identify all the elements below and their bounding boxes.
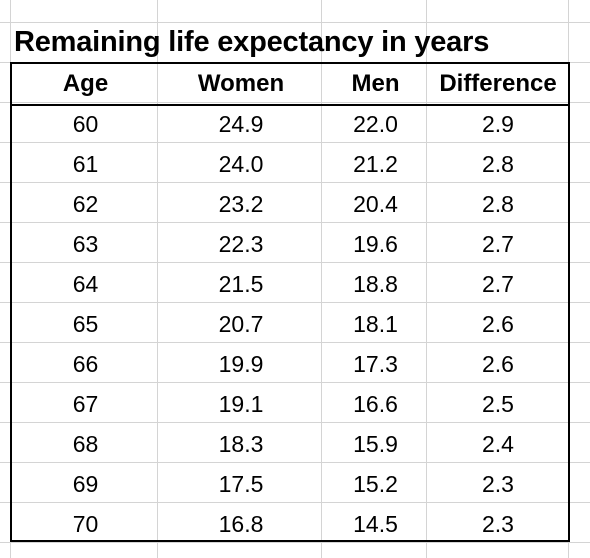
- women-cell[interactable]: 24.0: [218, 151, 264, 177]
- difference-cell[interactable]: 2.3: [482, 511, 514, 537]
- age-cell[interactable]: 65: [72, 311, 99, 337]
- women-cell[interactable]: 16.8: [218, 511, 264, 537]
- table-row: 62 23.2 20.4 2.8: [12, 184, 568, 224]
- age-cell[interactable]: 60: [72, 111, 99, 137]
- men-cell[interactable]: 16.6: [353, 391, 398, 417]
- table-row: 64 21.5 18.8 2.7: [12, 264, 568, 304]
- difference-cell[interactable]: 2.4: [482, 431, 514, 457]
- age-cell[interactable]: 62: [72, 191, 99, 217]
- difference-cell[interactable]: 2.7: [482, 271, 514, 297]
- men-cell[interactable]: 17.3: [353, 351, 398, 377]
- age-cell[interactable]: 68: [72, 431, 99, 457]
- age-cell[interactable]: 66: [72, 351, 99, 377]
- women-cell[interactable]: 24.9: [218, 111, 264, 137]
- men-cell[interactable]: 19.6: [353, 231, 398, 257]
- women-cell[interactable]: 18.3: [218, 431, 264, 457]
- men-cell[interactable]: 21.2: [353, 151, 398, 177]
- table-row: 63 22.3 19.6 2.7: [12, 224, 568, 264]
- data-table: Age Women Men Difference 60 24.9 22.0 2.…: [10, 62, 570, 542]
- header-row: Age Women Men Difference: [12, 64, 568, 106]
- men-cell[interactable]: 18.8: [353, 271, 398, 297]
- men-cell[interactable]: 15.9: [353, 431, 398, 457]
- age-cell[interactable]: 61: [72, 151, 99, 177]
- table-row: 65 20.7 18.1 2.6: [12, 304, 568, 344]
- column-header-men[interactable]: Men: [351, 70, 400, 97]
- table-row: 68 18.3 15.9 2.4: [12, 424, 568, 464]
- men-cell[interactable]: 15.2: [353, 471, 398, 497]
- women-cell[interactable]: 22.3: [218, 231, 264, 257]
- age-cell[interactable]: 64: [72, 271, 99, 297]
- men-cell[interactable]: 18.1: [353, 311, 398, 337]
- difference-cell[interactable]: 2.5: [482, 391, 514, 417]
- column-header-age[interactable]: Age: [62, 70, 109, 97]
- women-cell[interactable]: 21.5: [218, 271, 264, 297]
- column-header-women[interactable]: Women: [197, 70, 285, 97]
- women-cell[interactable]: 19.9: [218, 351, 264, 377]
- difference-cell[interactable]: 2.8: [482, 191, 514, 217]
- women-cell[interactable]: 17.5: [218, 471, 264, 497]
- table-row: 60 24.9 22.0 2.9: [12, 104, 568, 144]
- women-cell[interactable]: 23.2: [218, 191, 264, 217]
- difference-cell[interactable]: 2.8: [482, 151, 514, 177]
- table-row: 61 24.0 21.2 2.8: [12, 144, 568, 184]
- difference-cell[interactable]: 2.9: [482, 111, 514, 137]
- column-header-difference[interactable]: Difference: [439, 70, 557, 97]
- table-row: 67 19.1 16.6 2.5: [12, 384, 568, 424]
- difference-cell[interactable]: 2.6: [482, 311, 514, 337]
- age-cell[interactable]: 63: [72, 231, 99, 257]
- difference-cell[interactable]: 2.3: [482, 471, 514, 497]
- difference-cell[interactable]: 2.7: [482, 231, 514, 257]
- table-row: 66 19.9 17.3 2.6: [12, 344, 568, 384]
- women-cell[interactable]: 19.1: [218, 391, 264, 417]
- men-cell[interactable]: 20.4: [353, 191, 398, 217]
- table-row: 70 16.8 14.5 2.3: [12, 504, 568, 544]
- age-cell[interactable]: 69: [72, 471, 99, 497]
- age-cell[interactable]: 70: [72, 511, 99, 537]
- table-row: 69 17.5 15.2 2.3: [12, 464, 568, 504]
- table-title: Remaining life expectancy in years: [14, 26, 490, 58]
- women-cell[interactable]: 20.7: [218, 311, 264, 337]
- difference-cell[interactable]: 2.6: [482, 351, 514, 377]
- age-cell[interactable]: 67: [72, 391, 99, 417]
- men-cell[interactable]: 14.5: [353, 511, 398, 537]
- men-cell[interactable]: 22.0: [353, 111, 398, 137]
